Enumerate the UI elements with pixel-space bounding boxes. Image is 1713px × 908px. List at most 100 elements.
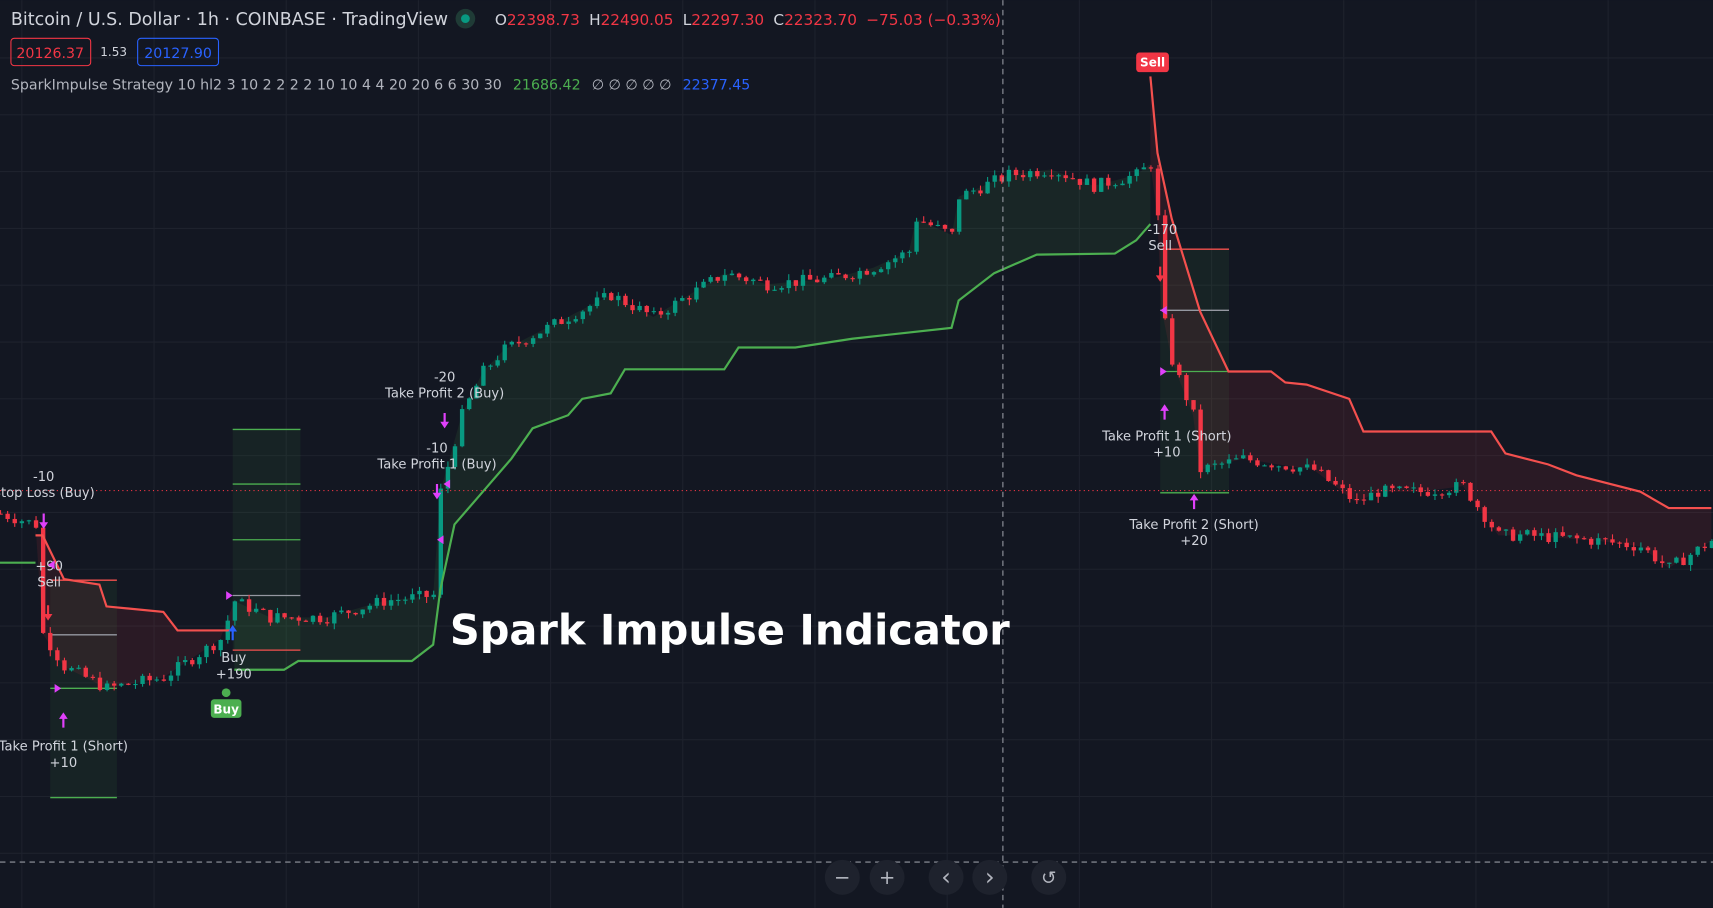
candle-up bbox=[1525, 530, 1530, 535]
candle-down bbox=[843, 274, 848, 279]
candle-down bbox=[807, 274, 813, 280]
sell-arrow-icon bbox=[43, 605, 53, 621]
candle-up bbox=[1233, 458, 1239, 460]
symbol-title[interactable]: Bitcoin / U.S. Dollar · 1h · COINBASE · … bbox=[11, 10, 448, 30]
candle-down bbox=[12, 518, 17, 524]
buy-value: +190 bbox=[216, 668, 252, 683]
candle-down bbox=[83, 667, 88, 677]
candle-down bbox=[1510, 529, 1516, 541]
buy-price-button[interactable] bbox=[137, 37, 220, 67]
sell-1-label: Sell bbox=[37, 576, 61, 591]
candle-down bbox=[1418, 487, 1423, 493]
candle-down bbox=[1106, 177, 1111, 186]
candle-up bbox=[530, 338, 536, 344]
signal-markers bbox=[39, 266, 1199, 728]
navigation-toolbar: − + ‹ › ↺ bbox=[824, 859, 1067, 895]
candle-up bbox=[935, 224, 941, 227]
candle-down bbox=[1624, 542, 1629, 548]
candle-up bbox=[459, 409, 465, 447]
candle-up bbox=[1638, 547, 1644, 551]
candle-up bbox=[616, 295, 621, 301]
candle-up bbox=[509, 341, 515, 345]
candle-up bbox=[1709, 540, 1713, 548]
scroll-right-button[interactable]: › bbox=[972, 859, 1008, 895]
candle-down bbox=[864, 270, 870, 275]
indicator-legend[interactable]: SparkImpulse Strategy 10 hl2 3 10 2 2 2 … bbox=[11, 78, 750, 94]
candle-down bbox=[0, 513, 3, 515]
candle-up bbox=[1432, 494, 1438, 496]
candle-up bbox=[232, 601, 238, 621]
candle-up bbox=[1297, 467, 1303, 472]
candle-up bbox=[672, 300, 678, 313]
scroll-left-button[interactable]: ‹ bbox=[928, 859, 964, 895]
trailing-lines bbox=[0, 76, 1712, 671]
candle-up bbox=[1262, 465, 1267, 467]
minus-icon: − bbox=[834, 866, 850, 889]
candle-down bbox=[1255, 460, 1260, 466]
candle-up bbox=[1042, 175, 1047, 177]
candle-up bbox=[168, 675, 174, 681]
candle-up bbox=[1553, 532, 1558, 543]
candle-down bbox=[921, 221, 926, 223]
candle-up bbox=[651, 311, 657, 313]
take-profit-arrow-icon bbox=[58, 712, 68, 728]
candle-down bbox=[1269, 465, 1274, 468]
candle-up bbox=[1006, 169, 1012, 182]
sell-2-label: Sell bbox=[1148, 239, 1172, 254]
candle-down bbox=[1184, 375, 1189, 401]
candle-up bbox=[396, 599, 401, 601]
candle-up bbox=[566, 321, 571, 324]
candle-up bbox=[218, 639, 223, 651]
sell-price-button[interactable] bbox=[10, 37, 92, 67]
stop-loss-label: Stop Loss (Buy) bbox=[0, 486, 95, 501]
tp2-short-value: +20 bbox=[1180, 534, 1208, 549]
candle-down bbox=[62, 660, 67, 671]
candle-down bbox=[1468, 482, 1473, 501]
candle-down bbox=[949, 228, 955, 232]
candle-up bbox=[857, 270, 862, 279]
candle-up bbox=[1688, 554, 1693, 566]
candle-up bbox=[76, 667, 81, 669]
candle-up bbox=[1446, 492, 1452, 496]
candle-up bbox=[637, 305, 642, 311]
candle-up bbox=[1056, 175, 1061, 177]
candle-down bbox=[268, 609, 273, 623]
candle-down bbox=[289, 617, 294, 619]
buy-dot bbox=[221, 688, 231, 698]
candle-up bbox=[1084, 178, 1090, 185]
candle-down bbox=[1589, 538, 1594, 545]
tp2-short-label: Take Profit 2 (Short) bbox=[1128, 518, 1258, 533]
buy-label: Buy bbox=[221, 651, 246, 666]
candle-up bbox=[1127, 175, 1132, 184]
candle-up bbox=[1205, 464, 1210, 473]
zoom-in-button[interactable]: + bbox=[869, 859, 905, 895]
reset-chart-button[interactable]: ↺ bbox=[1031, 859, 1067, 895]
candle-down bbox=[1425, 492, 1431, 496]
candle-down bbox=[978, 190, 983, 194]
support-line bbox=[234, 223, 1152, 671]
sell-badge bbox=[1136, 52, 1169, 73]
candle-down bbox=[1035, 171, 1040, 177]
candle-down bbox=[97, 677, 103, 690]
candle-up bbox=[1517, 534, 1523, 541]
chart-header: Bitcoin / U.S. Dollar · 1h · COINBASE · … bbox=[10, 8, 1001, 94]
buy-badge bbox=[210, 699, 242, 718]
candle-up bbox=[410, 594, 415, 600]
candle-down bbox=[1482, 507, 1487, 522]
candle-down bbox=[1177, 364, 1182, 376]
candle-down bbox=[1077, 178, 1083, 185]
candle-down bbox=[1326, 470, 1331, 481]
candle-up bbox=[119, 683, 124, 686]
candle-up bbox=[680, 298, 685, 301]
candle-up bbox=[1099, 177, 1104, 192]
candle-up bbox=[1674, 557, 1679, 563]
candle-down bbox=[126, 683, 131, 685]
candle-down bbox=[928, 222, 933, 226]
resistance-fill bbox=[1150, 76, 1712, 569]
zoom-out-button[interactable]: − bbox=[824, 859, 860, 895]
spread: 1.53 bbox=[100, 45, 127, 59]
candle-down bbox=[1560, 532, 1565, 536]
candle-up bbox=[1113, 185, 1118, 187]
candle-down bbox=[1091, 178, 1097, 192]
